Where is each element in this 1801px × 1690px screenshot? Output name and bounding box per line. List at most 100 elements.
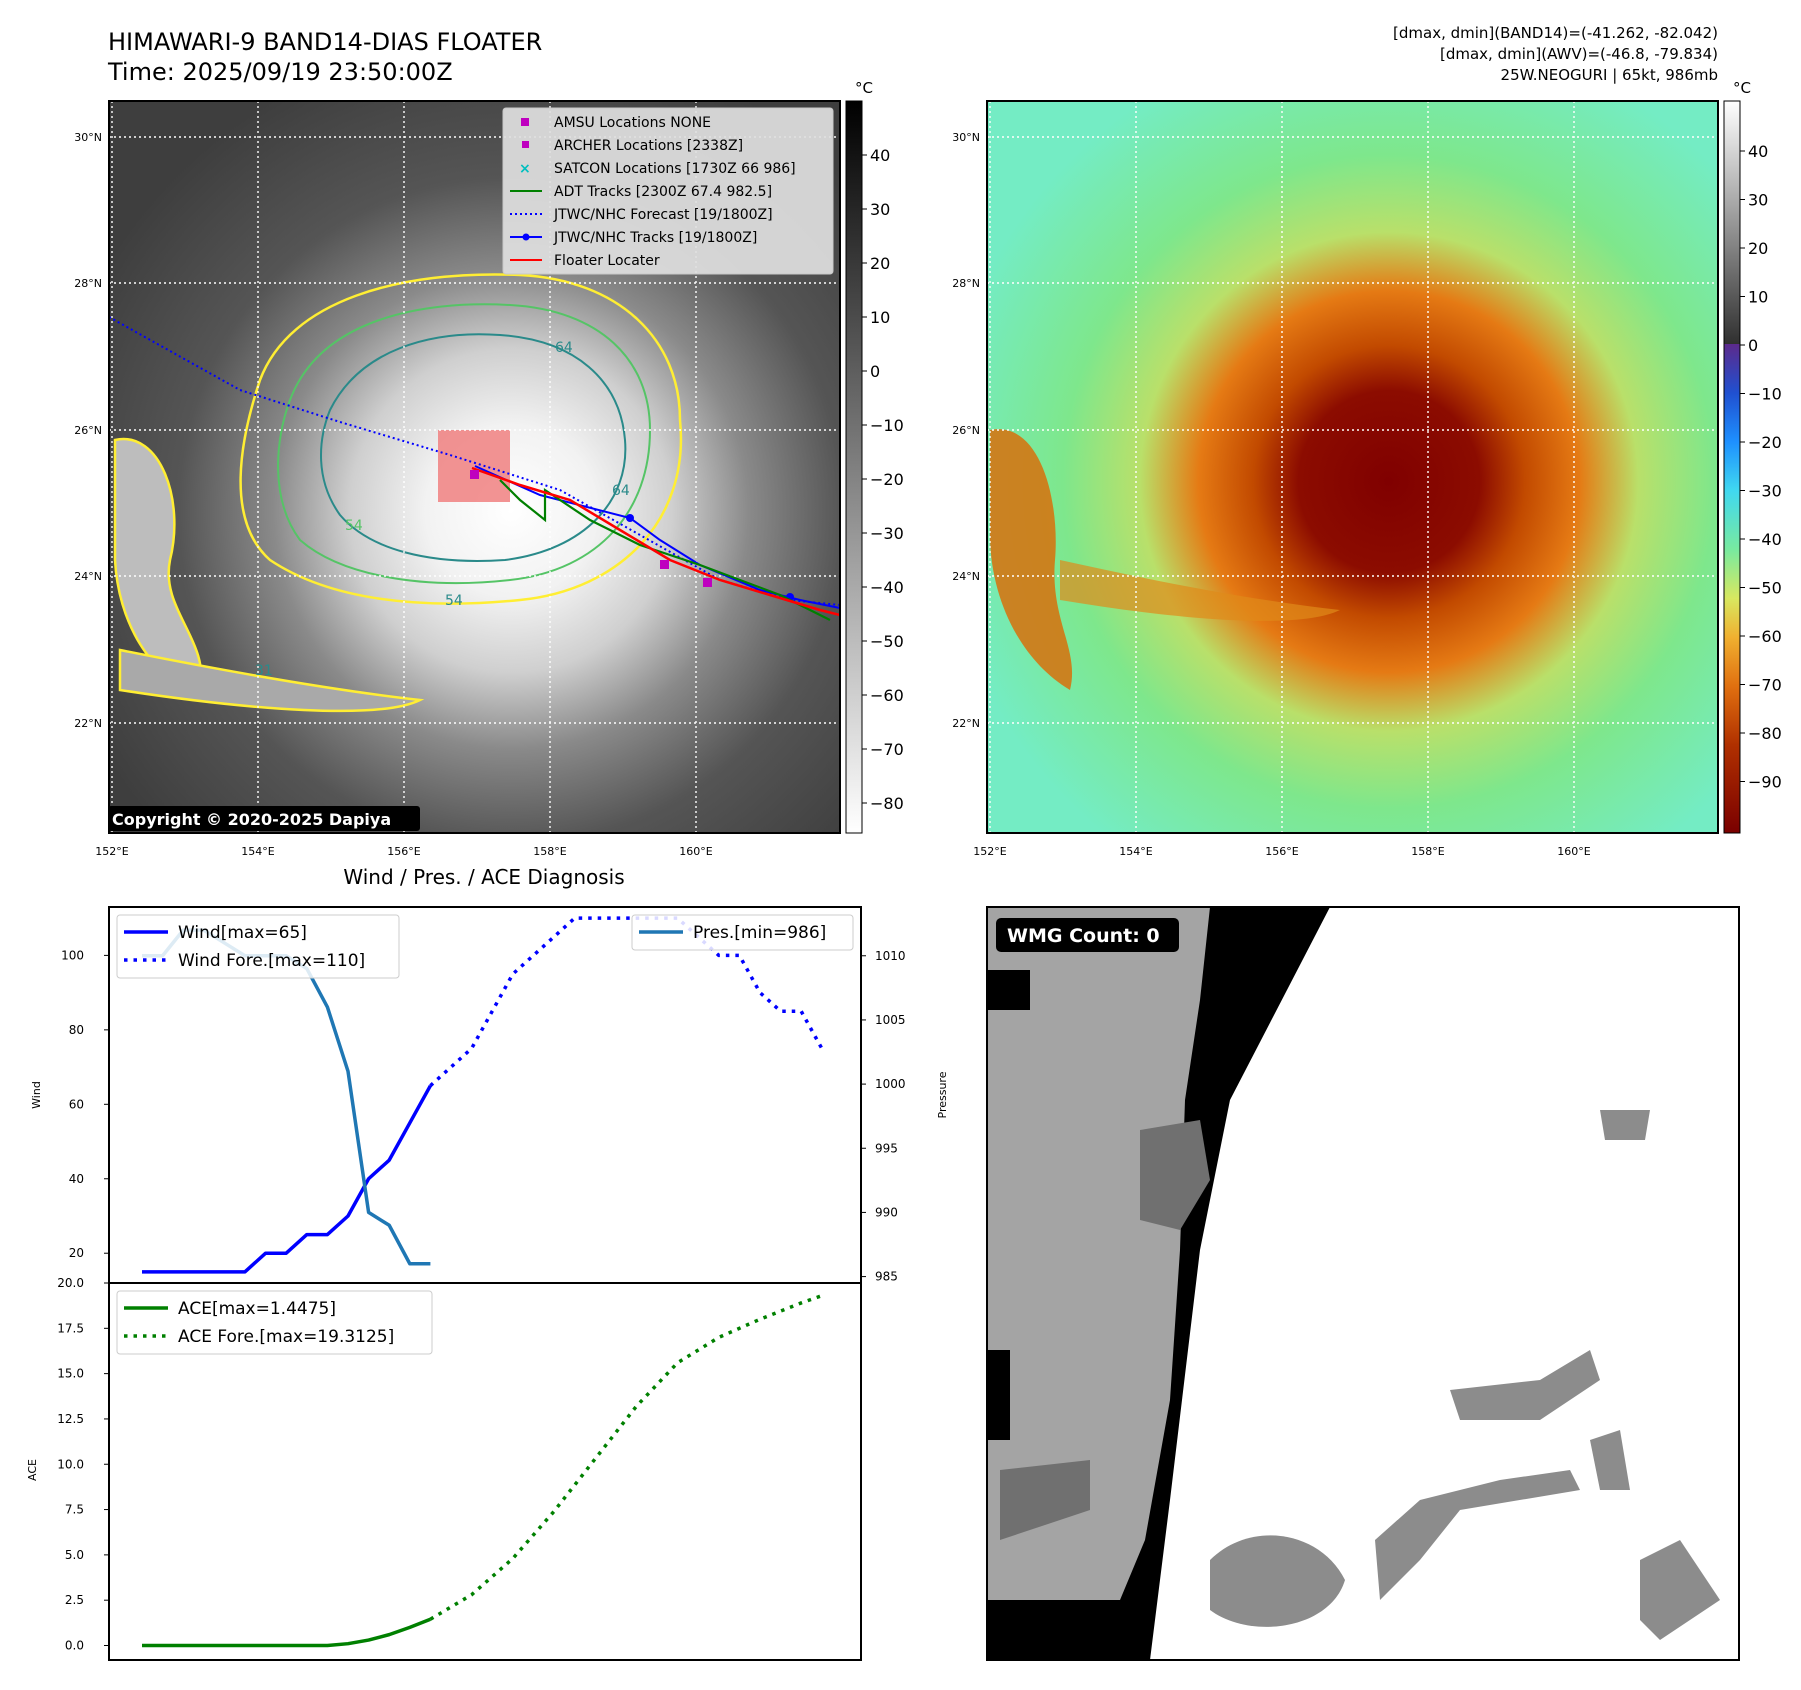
contour-label: 64 — [612, 483, 630, 499]
pressure-tick-label: 985 — [875, 1270, 898, 1284]
wmg-dark-patch — [1000, 1460, 1090, 1540]
jtwc-forecast-track — [109, 316, 840, 606]
colorbar-tick-label: 20 — [1748, 239, 1768, 258]
lat-label: 28°N — [952, 277, 980, 290]
colorbar-tick-label: 30 — [870, 200, 890, 219]
wind-axis-label: Wind — [30, 1081, 43, 1109]
ace-tick-label: 5.0 — [65, 1548, 84, 1562]
pressure-tick-label: 1005 — [875, 1013, 906, 1027]
wmg-panel: WMG Count: 0 — [986, 906, 1740, 1661]
awv-colorbar-frame — [1723, 100, 1741, 834]
colorbar-tick-label: −10 — [870, 416, 904, 435]
wind-legend-label: Wind[max=65] — [178, 923, 307, 943]
lat-label: 28°N — [74, 277, 102, 290]
awv-map-frame — [986, 100, 1719, 834]
ace-tick-label: 7.5 — [65, 1503, 84, 1517]
colorbar-unit: °C — [855, 79, 873, 97]
contour-label: 54 — [445, 593, 463, 609]
wmg-count-label: WMG Count: 0 — [1007, 925, 1160, 947]
legend-jtwc-forecast: JTWC/NHC Forecast [19/1800Z] — [553, 207, 773, 223]
colorbar-tick-label: −90 — [1748, 773, 1782, 792]
copyright-text: Copyright © 2020-2025 Dapiya — [112, 810, 391, 829]
wind-tick-label: 40 — [69, 1172, 84, 1186]
pressure-tick-label: 1000 — [875, 1077, 906, 1091]
wmg-gray-cluster — [1450, 1350, 1600, 1420]
lon-label: 154°E — [1119, 845, 1152, 858]
awv-colorbar-bottom — [1724, 344, 1740, 833]
colorbar-tick-label: −20 — [1748, 433, 1782, 452]
colorbar-tick-label: −30 — [1748, 482, 1782, 501]
jtwc-track-point — [626, 514, 634, 522]
colorbar-tick-label: −50 — [1748, 579, 1782, 598]
jtwc-tracks-legend-dot — [522, 233, 530, 241]
lon-label: 160°E — [1557, 845, 1590, 858]
lon-label: 152°E — [973, 845, 1006, 858]
ace-axis-label: ACE — [26, 1459, 39, 1481]
wmg-gray-cluster — [1600, 1110, 1650, 1140]
wmg-gray-region — [987, 907, 1210, 1600]
wind-legend: Wind[max=65] Wind Fore.[max=110] — [116, 914, 400, 979]
archer-marker — [470, 470, 479, 479]
wind-tick-label: 60 — [69, 1097, 84, 1111]
figure-time: Time: 2025/09/19 23:50:00Z — [107, 58, 453, 86]
figure-title: HIMAWARI-9 BAND14-DIAS FLOATER — [108, 28, 542, 56]
ace-tick-label: 20.0 — [57, 1276, 84, 1290]
awv-gridlines — [987, 101, 1718, 833]
ace-tick-label: 10.0 — [57, 1457, 84, 1471]
pressure-axis-ticks: 985 990 995 1000 1005 1010 — [861, 949, 906, 1284]
ace-tick-label: 15.0 — [57, 1367, 84, 1381]
pressure-tick-label: 990 — [875, 1205, 898, 1219]
ace-series — [142, 1294, 823, 1648]
legend-floater: Floater Locater — [554, 253, 660, 269]
lat-label: 26°N — [952, 424, 980, 437]
adt-track — [499, 479, 831, 621]
lon-label: 152°E — [95, 845, 128, 858]
pressure-tick-label: 995 — [875, 1141, 898, 1155]
ace-chart: ACE 0.0 2.5 5.0 7.5 10.0 12.5 15.0 17.5 20.0 ACE… — [26, 1276, 862, 1661]
colorbar-tick-label: −40 — [870, 578, 904, 597]
colorbar-tick-label: −20 — [870, 470, 904, 489]
info-line-1: [dmax, dmin](BAND14)=(-41.262, -82.042) — [1393, 24, 1718, 42]
ace-tick-label: 12.5 — [57, 1412, 84, 1426]
ace-legend-label: ACE[max=1.4475] — [178, 1299, 336, 1319]
ir-colorbar-ticks: 40 30 20 10 0 −10 −20 −30 −40 −50 −60 −70 −80 — [862, 146, 904, 813]
lat-label: 22°N — [74, 717, 102, 730]
colorbar-tick-label: −60 — [870, 686, 904, 705]
legend-jtwc-tracks: JTWC/NHC Tracks [19/1800Z] — [553, 230, 757, 246]
info-line-3: 25W.NEOGURI | 65kt, 986mb — [1501, 66, 1718, 84]
pressure-legend: Pres.[min=986] — [631, 914, 854, 951]
lon-label: 158°E — [1411, 845, 1444, 858]
pressure-legend-label: Pres.[min=986] — [693, 923, 826, 943]
diagnosis-title: Wind / Pres. / ACE Diagnosis — [343, 865, 624, 889]
colorbar-tick-label: −30 — [870, 524, 904, 543]
lat-label: 26°N — [74, 424, 102, 437]
wind-line — [142, 1084, 432, 1274]
wmg-black-patch — [987, 1350, 1010, 1440]
legend-adt: ADT Tracks [2300Z 67.4 982.5] — [554, 184, 772, 200]
ace-tick-label: 2.5 — [65, 1593, 84, 1607]
wmg-count-box — [996, 918, 1179, 952]
lon-label: 156°E — [387, 845, 420, 858]
contour-label: 31 — [255, 663, 273, 679]
lat-label: 24°N — [74, 570, 102, 583]
ace-tick-label: 0.0 — [65, 1639, 84, 1653]
contour-green — [277, 303, 652, 585]
lon-label: 160°E — [679, 845, 712, 858]
wmg-black-patch — [987, 970, 1030, 1010]
wmg-frame — [986, 906, 1740, 1661]
legend-amsu: AMSU Locations NONE — [554, 115, 711, 131]
ir-map-frame — [108, 100, 841, 834]
map-legend: AMSU Locations NONE ARCHER Locations [23… — [502, 107, 834, 275]
awv-colorbar-ticks: 40 30 20 10 0 −10 −20 −30 −40 −50 −60 −70 −80 −90 — [1740, 142, 1782, 792]
contour-outer-yellow — [239, 273, 683, 605]
colorbar-tick-label: 40 — [870, 146, 890, 165]
wind-axis-ticks: 20 40 60 80 100 — [61, 948, 109, 1260]
wind-tick-label: 80 — [69, 1023, 84, 1037]
lon-label: 154°E — [241, 845, 274, 858]
colorbar-tick-label: −80 — [870, 794, 904, 813]
colorbar-tick-label: −60 — [1748, 627, 1782, 646]
info-line-2: [dmax, dmin](AWV)=(-46.8, -79.834) — [1440, 45, 1718, 63]
ace-legend: ACE[max=1.4475] ACE Fore.[max=19.3125] — [116, 1290, 433, 1355]
colorbar-tick-label: 40 — [1748, 142, 1768, 161]
